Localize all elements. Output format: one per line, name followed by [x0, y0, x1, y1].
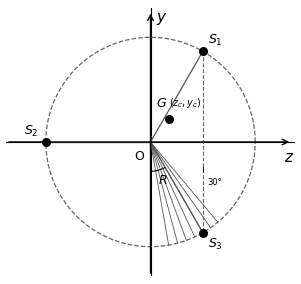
Text: O: O — [134, 150, 144, 163]
Text: $S_2$: $S_2$ — [24, 124, 39, 139]
Text: $S_3$: $S_3$ — [208, 237, 223, 252]
Text: $S_1$: $S_1$ — [208, 33, 223, 48]
Text: $G$: $G$ — [156, 97, 167, 110]
Text: y: y — [157, 10, 166, 25]
Text: 30°: 30° — [207, 178, 222, 187]
Text: z: z — [284, 150, 292, 165]
Text: $(z_c,y_c)$: $(z_c,y_c)$ — [169, 95, 202, 110]
Text: R: R — [159, 174, 167, 187]
